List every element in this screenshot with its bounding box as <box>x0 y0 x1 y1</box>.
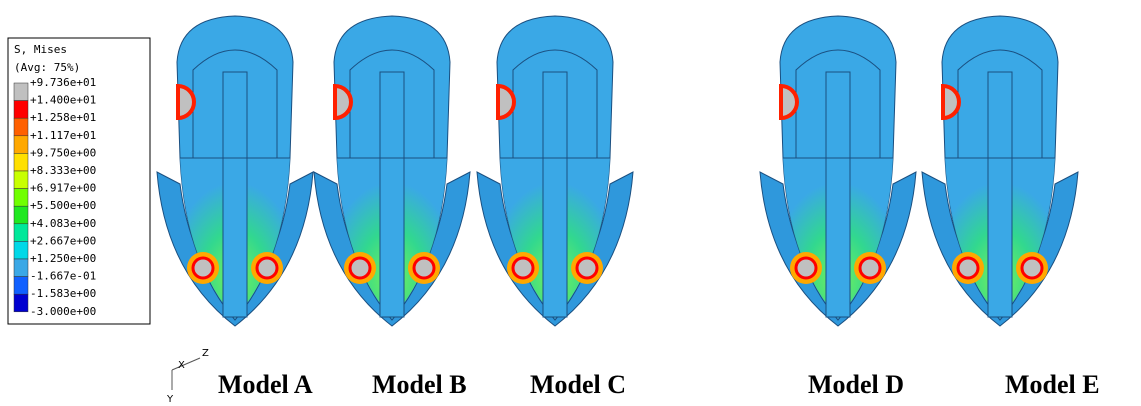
legend-label: +9.736e+01 <box>30 76 96 89</box>
model-label: Model D <box>808 370 904 399</box>
hot-spot <box>958 258 978 278</box>
legend-swatch <box>14 101 28 119</box>
hot-spot <box>513 258 533 278</box>
legend-swatch <box>14 224 28 242</box>
legend-swatch <box>14 118 28 136</box>
stem <box>826 72 850 317</box>
model-label: Model E <box>1005 370 1100 399</box>
legend-title: S, Mises <box>14 43 67 56</box>
stem <box>380 72 404 317</box>
legend-label: +5.500e+00 <box>30 199 96 212</box>
legend-label: -1.583e+00 <box>30 287 96 300</box>
legend-label: +1.400e+01 <box>30 94 96 107</box>
stem <box>223 72 247 317</box>
legend-label: +1.117e+01 <box>30 129 96 142</box>
legend-label: +1.258e+01 <box>30 111 96 124</box>
hot-spot <box>860 258 880 278</box>
legend-swatch <box>14 83 28 101</box>
hot-spot <box>350 258 370 278</box>
legend-label: +1.250e+00 <box>30 252 96 265</box>
hot-spot <box>414 258 434 278</box>
legend-label: +8.333e+00 <box>30 164 96 177</box>
legend-swatch <box>14 241 28 259</box>
legend-label: +6.917e+00 <box>30 182 96 195</box>
axis-z: Z <box>202 348 209 359</box>
legend-swatch <box>14 171 28 189</box>
legend-swatch <box>14 136 28 154</box>
side-spot <box>335 86 351 118</box>
stem <box>543 72 567 317</box>
legend-swatch <box>14 294 28 312</box>
legend-label: -3.000e+00 <box>30 305 96 318</box>
legend-swatch <box>14 206 28 224</box>
legend-swatch <box>14 259 28 277</box>
model-label: Model C <box>530 370 626 399</box>
side-spot <box>781 86 797 118</box>
axis-y: Y <box>166 394 174 405</box>
legend-swatch <box>14 277 28 295</box>
hot-spot <box>193 258 213 278</box>
side-spot <box>498 86 514 118</box>
legend-swatch <box>14 153 28 171</box>
legend-label: -1.667e-01 <box>30 270 96 283</box>
legend-subtitle: (Avg: 75%) <box>14 61 80 74</box>
hot-spot <box>577 258 597 278</box>
hot-spot <box>796 258 816 278</box>
hot-spot <box>257 258 277 278</box>
legend-label: +2.667e+00 <box>30 234 96 247</box>
axis-triad: Z X Y <box>166 348 209 405</box>
legend-label: +4.083e+00 <box>30 217 96 230</box>
stem <box>988 72 1012 317</box>
legend-swatch <box>14 189 28 207</box>
side-spot <box>178 86 194 118</box>
hot-spot <box>1022 258 1042 278</box>
model-label: Model B <box>372 370 467 399</box>
figure: S, Mises (Avg: 75%) Z X Y +9.736e+01 +1.4… <box>0 0 1141 406</box>
legend-label: +9.750e+00 <box>30 146 96 159</box>
side-spot <box>943 86 959 118</box>
axis-x: X <box>178 360 185 371</box>
model-label: Model A <box>218 370 313 399</box>
